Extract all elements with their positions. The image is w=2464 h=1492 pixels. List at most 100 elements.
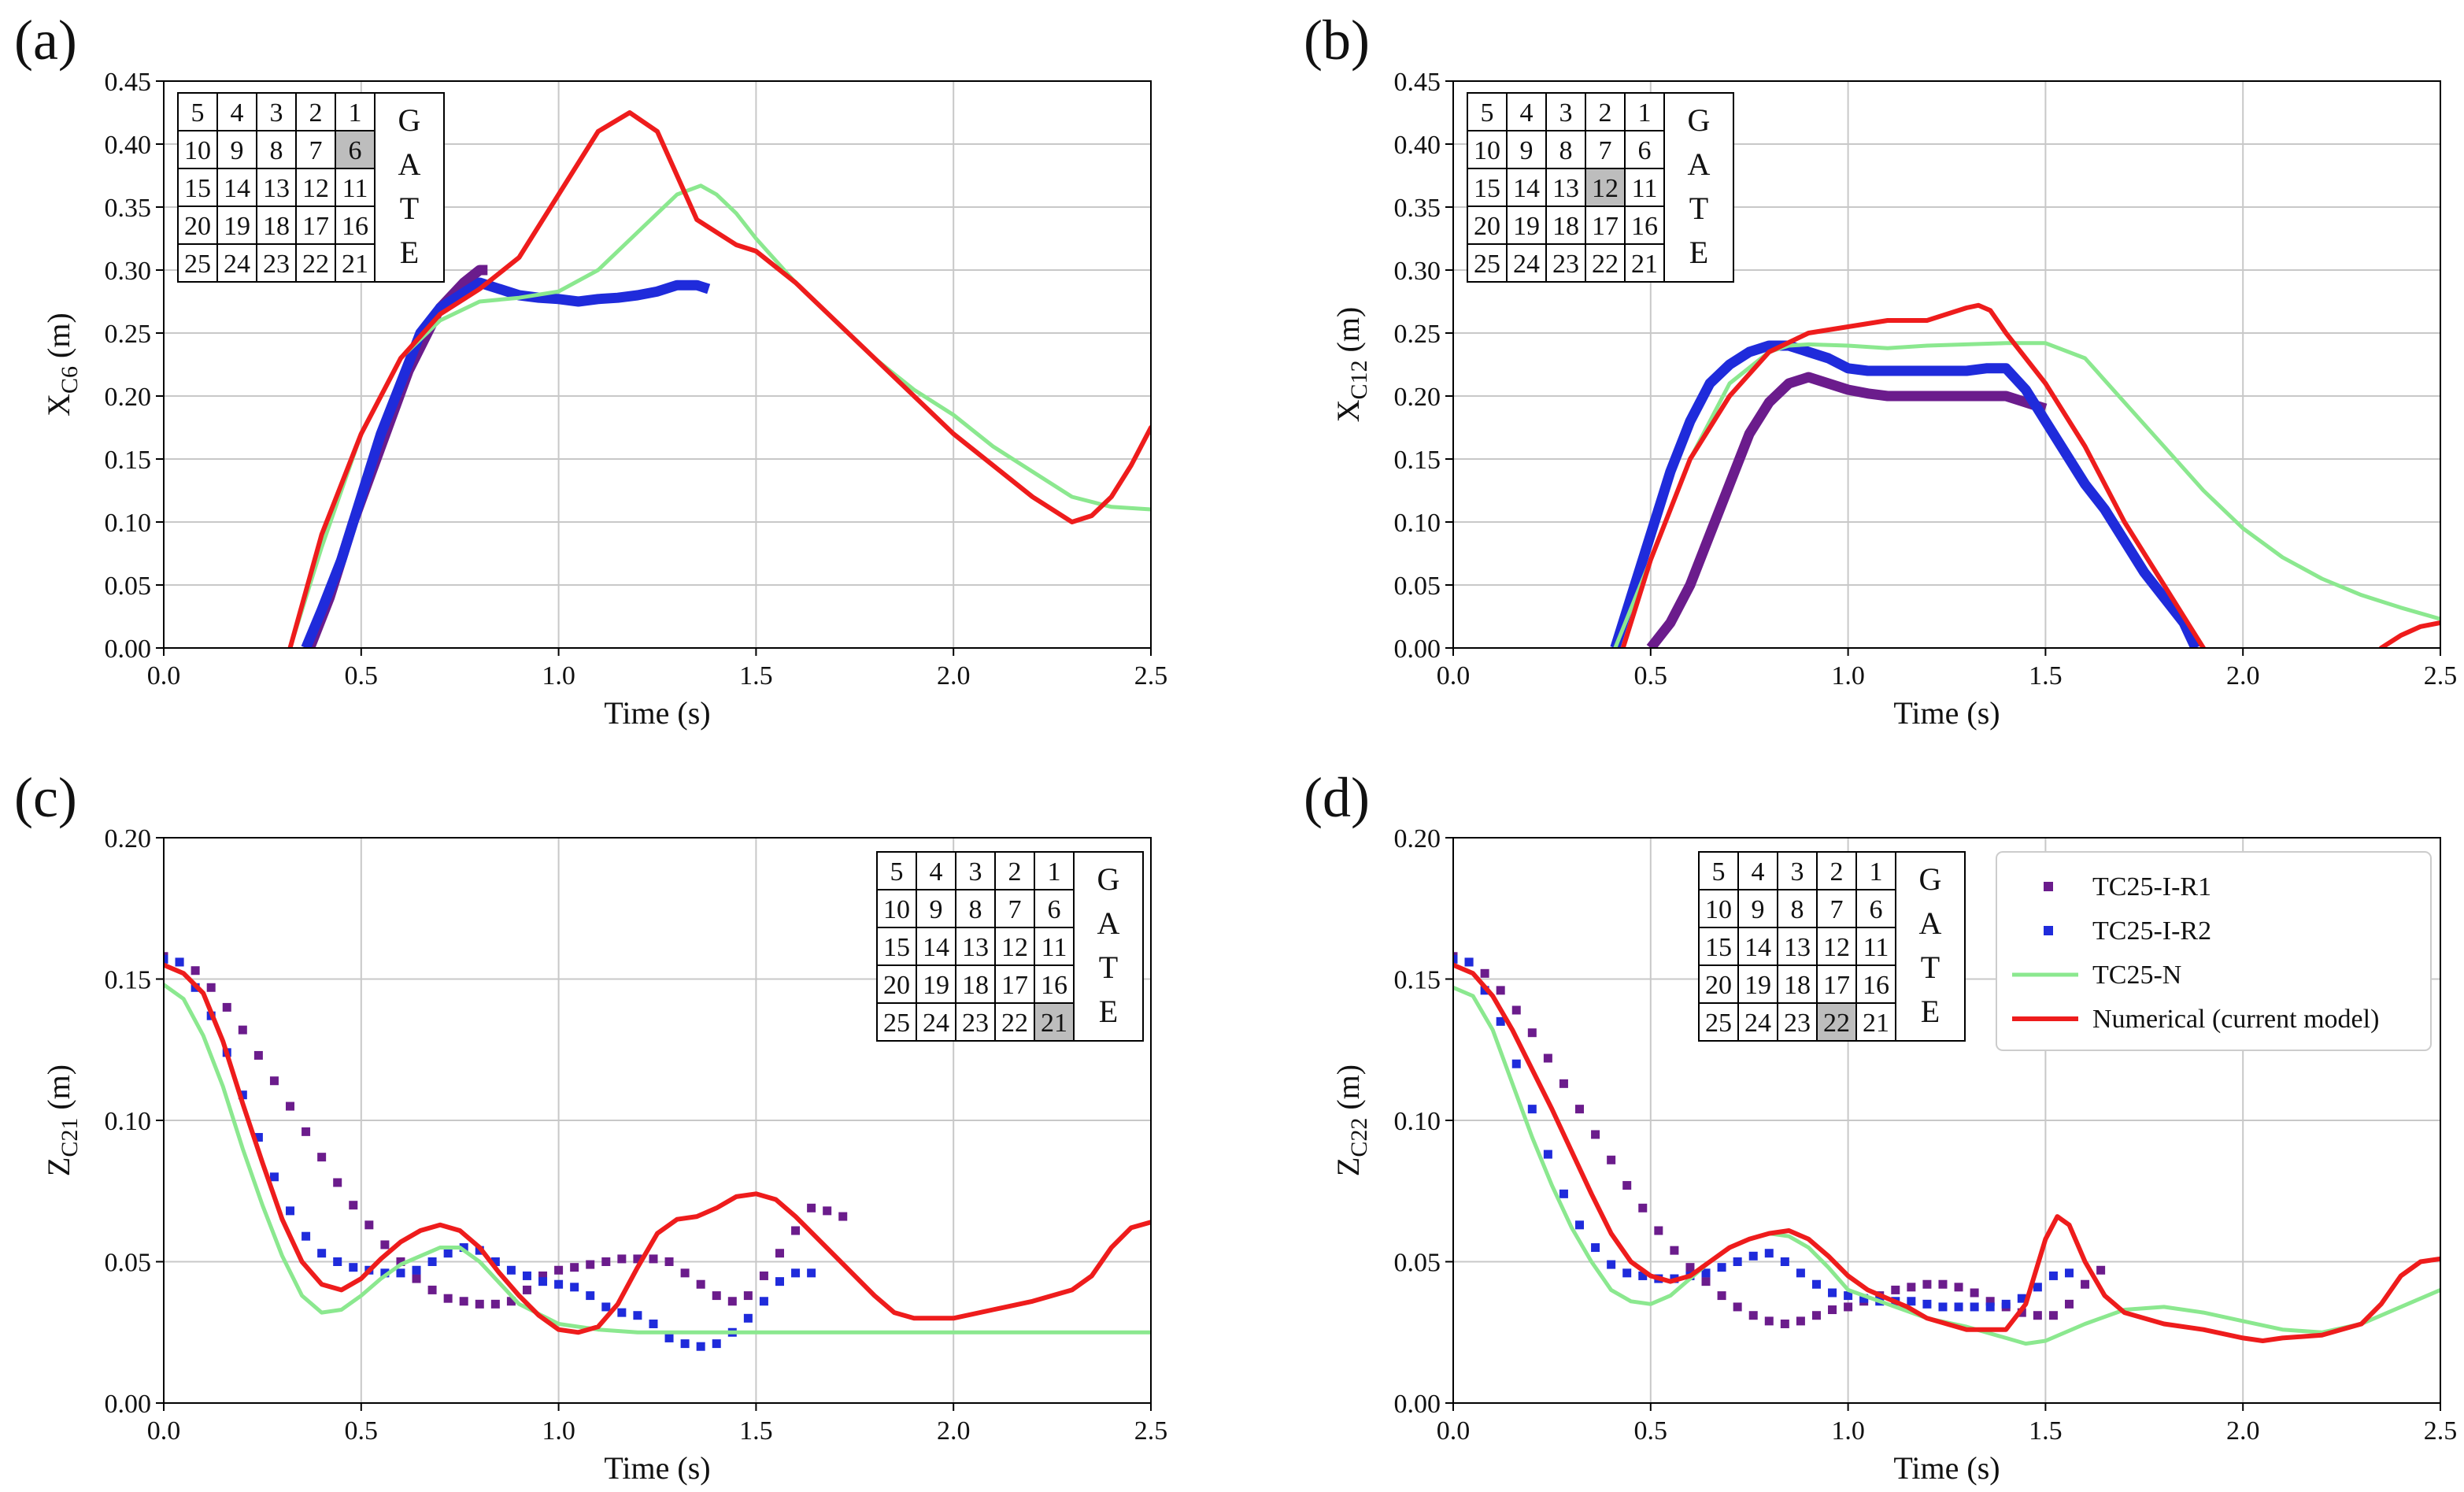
x-tick-label: 2.0 [2226,661,2260,690]
gate-letter: A [398,146,421,182]
gate-cell-label: 10 [883,895,910,924]
series-tc25-i-r1-point [1496,986,1505,995]
gate-cell-highlighted [335,130,376,169]
gate-cell-label: 18 [1784,971,1811,1000]
series-tc25-i-r2-point [2001,1299,2011,1309]
series-group [1610,302,2440,648]
x-tick-label: 2.5 [2424,661,2458,690]
gate-letter: A [1688,146,1711,182]
gate-letter: E [1689,235,1708,270]
gate-cell-label: 9 [231,136,244,165]
gate-cell-label: 5 [191,98,205,128]
gate-cell-label: 11 [342,174,368,203]
series-tc25-i-r1-point [554,1265,564,1275]
series-tc25-i-r2-point [1748,1251,1758,1261]
series-tc25-i-r2-point [443,1249,453,1258]
axes-frame [163,837,1152,1404]
series-numerical-current-model-line [164,962,1151,1335]
series-tc25-i-r2-point [333,1257,342,1266]
series-tc25-i-r2-point [427,1257,437,1266]
series-tc25-i-r2-point [633,1311,642,1320]
series-tc25-i-r2-point [1970,1302,1979,1312]
gate-cell [335,243,376,283]
series-tc25-i-r2-point [601,1302,611,1312]
series-tc25-i-r2-point [1638,1271,1648,1280]
gate-cell [1585,243,1626,283]
gate-cell-label: 2 [309,98,323,128]
gate-cell-label: 3 [1559,98,1573,128]
y-axis-label-main: Z [41,1157,76,1176]
series-tc25-i-r1-point [775,1249,784,1258]
y-tick-label: 0.10 [1394,509,1441,538]
gate-cell [1034,927,1075,966]
chart-panel-1: (a) 0.0 0.5 1.0 1.5 2.0 2.5 0.00 0.05 0.10 0.15 0.2… [14,9,1167,731]
gate-cell [256,130,297,169]
series-tc25-i-r1-point [1591,1130,1600,1139]
series-tc25-i-r1-point [396,1257,405,1266]
x-tick-label: 2.5 [2424,1416,2458,1446]
y-tick-label: 0.35 [1394,194,1441,223]
gate-cell-label: 14 [1513,174,1540,203]
series-tc25-i-r1-point [349,1201,358,1210]
series-tc25-i-r1-point [253,1050,263,1060]
gate-cell-label: 13 [1552,174,1579,203]
series-tc25-i-r2-point [1780,1257,1789,1266]
series-tc25-i-r2-point [743,1313,753,1323]
y-axis-label-main: X [41,394,76,417]
series-tc25-i-r1-point [1796,1316,1805,1326]
gate-letter: T [1689,191,1708,226]
series-tc25-i-r2-point [791,1268,801,1278]
gate-cell-label: 15 [883,933,910,962]
gate-cell-label: 22 [1001,1009,1028,1038]
gate-cell [1506,168,1547,207]
gate-cell [1737,851,1778,890]
legend-label: Numerical (current model) [2092,1005,2379,1034]
series-numerical-current-model-line [287,110,1151,648]
y-tick-label: 0.25 [105,320,152,349]
series-group [1453,952,2440,1346]
y-tick-label: 0.00 [1394,1390,1441,1419]
series-tc25-i-r1-point [302,1127,311,1136]
gate-cell-label: 17 [1823,971,1850,1000]
gate-cell-label: 10 [1705,895,1732,924]
series-tc25-i-r1-point [1701,1277,1711,1287]
series-tc25-i-r1-point [2033,1311,2042,1320]
x-tick-label: 1.5 [2029,1416,2063,1446]
x-tick-label: 0.5 [1634,661,1668,690]
series-tc25-i-r1-point [1638,1203,1648,1212]
gate-cell-label: 3 [969,857,982,887]
series-tc25-i-r2-point [1938,1302,1948,1312]
gate-cell-label: 19 [1744,971,1771,1000]
gate-cell [876,1002,917,1042]
gate-cell-label: 8 [1791,895,1804,924]
series-tc25-i-r2-point [490,1257,500,1266]
gate-cell-label: 12 [1823,933,1850,962]
series-tc25-i-r1-point [586,1260,595,1269]
series-tc25-i-r1-point [1938,1279,1948,1289]
gate-cell-label: 4 [1520,98,1534,128]
series-tc25-i-r1-point [286,1101,295,1111]
series-tc25-i-r1-point [1622,1181,1632,1190]
y-tick-label: 0.00 [1394,635,1441,664]
series-tc25-i-r2-point [554,1279,564,1289]
gate-cell-label: 24 [923,1009,949,1038]
gate-cell-label: 10 [1474,136,1500,165]
gate-cell [1034,964,1075,1004]
x-tick-label: 0.5 [1634,1416,1668,1446]
gate-letter: G [1097,861,1120,897]
panel-label: (d) [1304,766,1370,829]
panel-label: (b) [1304,9,1370,72]
gate-cell-label: 9 [1752,895,1765,924]
x-tick-label: 1.0 [542,1416,575,1446]
gate-cell-label: 24 [1513,250,1540,279]
x-tick-label: 0.0 [1437,1416,1471,1446]
y-tick-label: 0.45 [1394,68,1441,97]
gate-cell [1855,889,1896,928]
series-tc25-i-r2-point [1511,1059,1521,1068]
x-tick-label: 2.0 [937,1416,971,1446]
gate-cell-label: 5 [1712,857,1726,887]
gate-cell [1624,168,1665,207]
series-tc25-i-r1-point [1844,1302,1853,1312]
y-tick-label: 0.45 [105,68,152,97]
y-axis-label-unit: (m) [1330,307,1366,361]
